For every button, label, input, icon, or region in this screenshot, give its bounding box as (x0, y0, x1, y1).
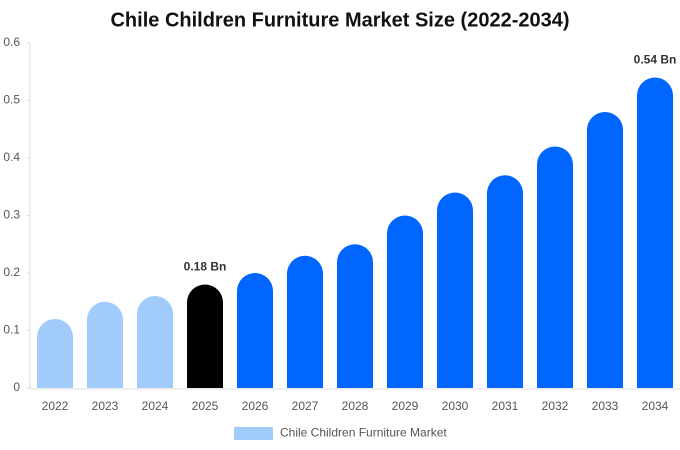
x-tick-label: 2028 (342, 399, 369, 413)
bar (287, 255, 323, 388)
x-tick-label: 2030 (442, 399, 469, 413)
bar (87, 301, 123, 388)
legend-label: Chile Children Furniture Market (280, 426, 447, 440)
bar (187, 284, 223, 388)
bar (37, 319, 73, 388)
x-tick-label: 2034 (642, 399, 669, 413)
chart-title: Chile Children Furniture Market Size (20… (110, 9, 569, 31)
data-label: 0.18 Bn (184, 260, 227, 274)
bar (237, 273, 273, 388)
y-tick-label: 0.1 (3, 323, 20, 337)
x-tick-label: 2033 (592, 399, 619, 413)
x-tick-label: 2022 (42, 399, 69, 413)
x-tick-label: 2025 (192, 399, 219, 413)
y-tick-label: 0 (13, 380, 20, 394)
x-tick-label: 2029 (392, 399, 419, 413)
x-tick-label: 2027 (292, 399, 319, 413)
y-tick-label: 0.2 (3, 265, 20, 279)
y-tick-label: 0.3 (3, 208, 20, 222)
bar (437, 192, 473, 388)
y-tick-label: 0.4 (3, 150, 20, 164)
x-tick-label: 2024 (142, 399, 169, 413)
bar (487, 175, 523, 388)
x-tick-label: 2032 (542, 399, 569, 413)
bar (137, 296, 173, 388)
bar (537, 146, 573, 388)
legend-swatch (234, 427, 273, 440)
x-tick-label: 2026 (242, 399, 269, 413)
bar (637, 77, 673, 389)
y-tick-label: 0.5 (3, 93, 20, 107)
data-label: 0.54 Bn (634, 53, 677, 67)
y-tick-label: 0.6 (3, 35, 20, 49)
x-tick-label: 2023 (92, 399, 119, 413)
x-tick-label: 2031 (492, 399, 519, 413)
bar (337, 244, 373, 388)
bar (387, 215, 423, 388)
bar (587, 112, 623, 388)
